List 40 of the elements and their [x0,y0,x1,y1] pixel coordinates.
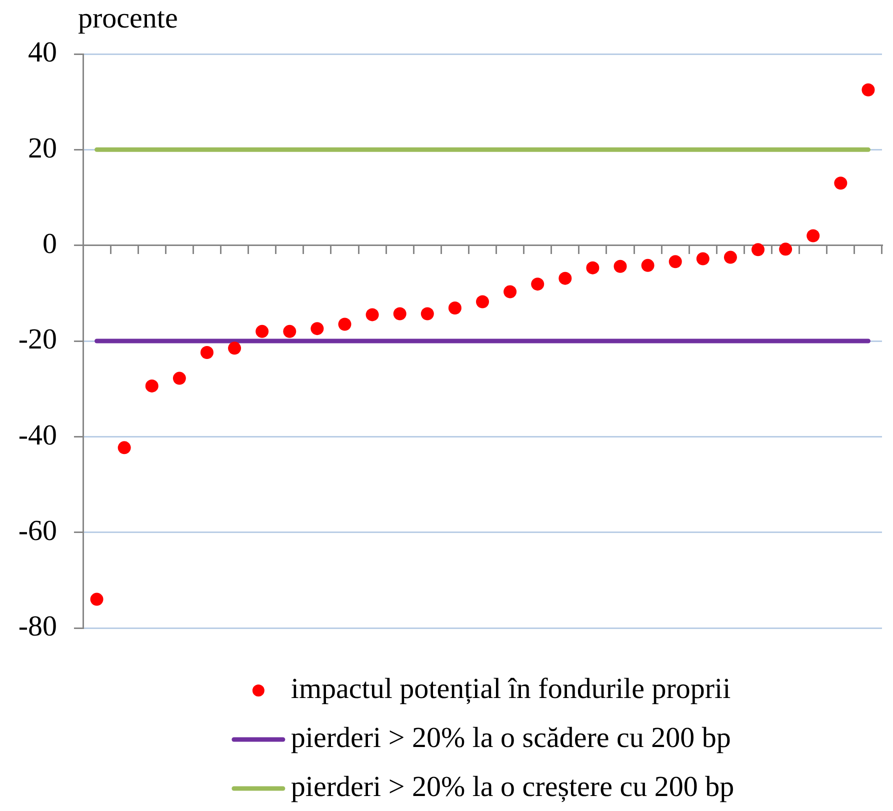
point [172,372,186,385]
point [283,324,296,338]
point [366,308,379,322]
point [504,285,517,298]
point [228,342,242,355]
legend-label: pierderi > 20% la o scădere cu 200 bp [290,722,731,754]
point [862,83,875,96]
point [476,295,489,308]
y-tick-label: -40 [18,419,57,452]
point [118,441,131,454]
y-tick-label: -20 [18,324,57,356]
point [752,243,765,256]
point [420,307,434,320]
point [724,250,737,264]
point [338,318,352,331]
point [90,592,104,606]
point [806,229,820,242]
y-axis-title: procente [78,2,178,35]
y-tick-label: 40 [28,36,57,69]
point [393,307,406,320]
point [614,260,627,273]
y-tick-label: 20 [28,132,57,164]
point [696,252,710,266]
point [558,272,572,285]
y-tick-label: -80 [18,610,57,643]
legend-label: pierderi > 20% la o creștere cu 200 bp [290,771,734,804]
y-tick-label: 0 [42,228,57,260]
point [779,242,792,256]
point [448,301,462,314]
point [531,278,544,291]
point [834,176,848,190]
legend-label: impactul potențial în fondurile proprii [290,673,731,706]
point [310,322,324,336]
point [668,255,682,268]
point [641,258,654,272]
point [586,261,600,274]
point [256,324,269,338]
point [200,346,214,359]
y-tick-label: -60 [18,514,57,547]
point [145,379,158,392]
